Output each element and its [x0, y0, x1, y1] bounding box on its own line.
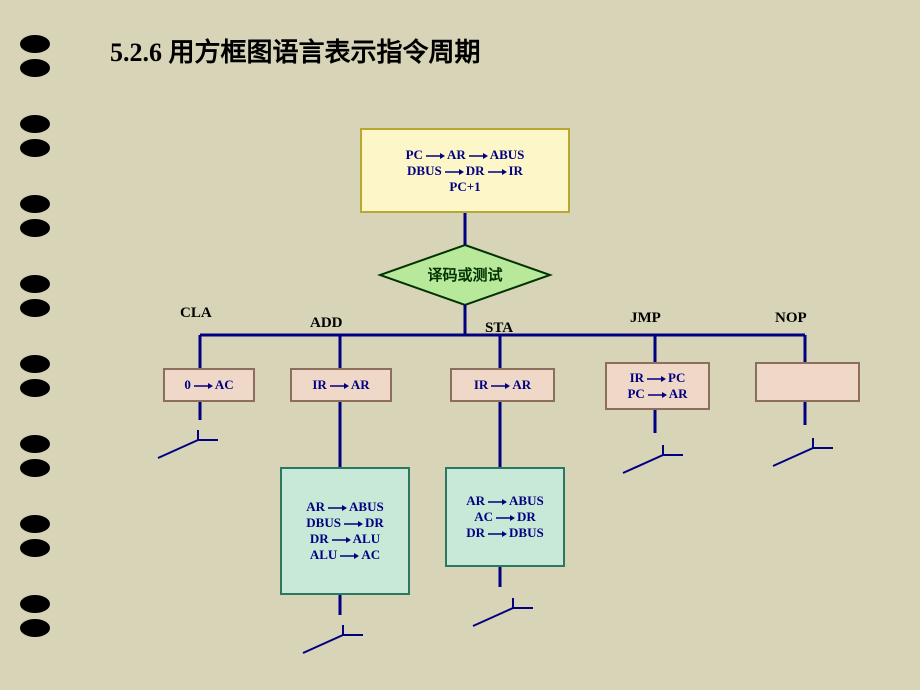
detail-box-1: ARABUSACDRDRDBUS: [445, 467, 565, 567]
slide-content: 5.2.6 用方框图语言表示指令周期 译码或测试 PCARABUSDBUSDRI…: [75, 0, 920, 690]
page-title: 5.2.6 用方框图语言表示指令周期: [110, 32, 481, 69]
branch-label: ADD: [310, 315, 343, 332]
branch-label: NOP: [775, 310, 807, 327]
branch-box-1: IRAR: [290, 368, 392, 402]
branch-box-3: IRPCPCAR: [605, 362, 710, 410]
svg-text:译码或测试: 译码或测试: [427, 266, 502, 284]
flowchart-svg: 译码或测试: [75, 0, 920, 690]
branch-label: CLA: [180, 305, 212, 322]
branch-box-0: 0AC: [163, 368, 255, 402]
spiral-binding: [20, 0, 70, 690]
branch-box-4: [755, 362, 860, 402]
detail-box-0: ARABUSDBUSDRDRALUALUAC: [280, 467, 410, 595]
branch-box-2: IRAR: [450, 368, 555, 402]
branch-label: JMP: [630, 310, 661, 327]
branch-label: STA: [485, 320, 513, 337]
fetch-box: PCARABUSDBUSDRIRPC+1: [360, 128, 570, 213]
